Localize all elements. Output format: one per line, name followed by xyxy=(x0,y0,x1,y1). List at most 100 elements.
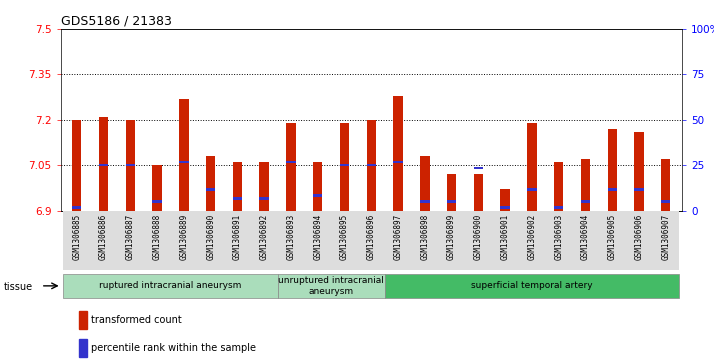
Text: GSM1306896: GSM1306896 xyxy=(367,213,376,260)
Bar xyxy=(259,162,269,211)
Bar xyxy=(465,211,492,270)
Bar xyxy=(206,188,216,191)
Text: GSM1306892: GSM1306892 xyxy=(260,213,268,260)
Text: superficial temporal artery: superficial temporal artery xyxy=(471,281,593,290)
Bar xyxy=(99,164,109,166)
Text: GSM1306893: GSM1306893 xyxy=(286,213,296,260)
Bar xyxy=(72,206,81,209)
Text: GSM1306885: GSM1306885 xyxy=(72,213,81,260)
Bar xyxy=(171,211,197,270)
Bar xyxy=(117,211,144,270)
Bar xyxy=(661,200,670,203)
Bar xyxy=(278,211,304,270)
Bar xyxy=(572,211,599,270)
Bar xyxy=(608,129,617,211)
Bar xyxy=(331,211,358,270)
Bar xyxy=(501,189,510,211)
FancyBboxPatch shape xyxy=(278,274,385,298)
Bar xyxy=(501,206,510,209)
Bar xyxy=(206,156,216,211)
Bar xyxy=(233,197,242,200)
Text: transformed count: transformed count xyxy=(91,315,181,325)
Bar xyxy=(580,159,590,211)
Bar xyxy=(99,117,109,211)
Text: ruptured intracranial aneurysm: ruptured intracranial aneurysm xyxy=(99,281,241,290)
Bar xyxy=(286,123,296,211)
Bar xyxy=(286,161,296,163)
Bar xyxy=(634,132,644,211)
Bar xyxy=(366,120,376,211)
Bar xyxy=(385,211,411,270)
Bar xyxy=(393,161,403,163)
Text: GSM1306899: GSM1306899 xyxy=(447,213,456,260)
Bar xyxy=(527,188,537,191)
Bar xyxy=(580,200,590,203)
Text: GSM1306894: GSM1306894 xyxy=(313,213,322,260)
Text: GSM1306898: GSM1306898 xyxy=(421,213,429,260)
Text: percentile rank within the sample: percentile rank within the sample xyxy=(91,343,256,353)
Text: GSM1306905: GSM1306905 xyxy=(608,213,617,260)
Text: GSM1306886: GSM1306886 xyxy=(99,213,108,260)
Text: GSM1306906: GSM1306906 xyxy=(635,213,643,260)
Text: GSM1306901: GSM1306901 xyxy=(501,213,510,260)
Text: GDS5186 / 21383: GDS5186 / 21383 xyxy=(61,15,171,28)
Text: GSM1306887: GSM1306887 xyxy=(126,213,135,260)
Bar xyxy=(608,188,617,191)
Bar xyxy=(224,211,251,270)
Bar xyxy=(661,159,670,211)
Bar xyxy=(438,211,465,270)
Bar xyxy=(420,200,430,203)
Text: GSM1306902: GSM1306902 xyxy=(528,213,536,260)
Bar xyxy=(473,174,483,211)
Bar xyxy=(304,211,331,270)
Text: GSM1306895: GSM1306895 xyxy=(340,213,349,260)
Bar xyxy=(64,211,90,270)
Bar xyxy=(233,162,242,211)
Text: GSM1306903: GSM1306903 xyxy=(554,213,563,260)
Bar xyxy=(473,167,483,170)
Text: GSM1306889: GSM1306889 xyxy=(179,213,188,260)
Text: tissue: tissue xyxy=(4,282,33,292)
Bar xyxy=(554,162,563,211)
Bar xyxy=(152,165,162,211)
Bar xyxy=(366,164,376,166)
Bar xyxy=(179,99,188,211)
Bar xyxy=(634,188,644,191)
Bar xyxy=(126,120,135,211)
Bar xyxy=(518,211,545,270)
Bar xyxy=(152,200,162,203)
Bar xyxy=(79,311,87,329)
Bar xyxy=(625,211,653,270)
Text: GSM1306890: GSM1306890 xyxy=(206,213,215,260)
FancyBboxPatch shape xyxy=(385,274,679,298)
Bar xyxy=(393,95,403,211)
Bar xyxy=(126,164,135,166)
Text: unruptured intracranial
aneurysm: unruptured intracranial aneurysm xyxy=(278,276,384,295)
Text: GSM1306904: GSM1306904 xyxy=(581,213,590,260)
Bar xyxy=(72,120,81,211)
Bar xyxy=(179,161,188,163)
Bar xyxy=(358,211,385,270)
Bar xyxy=(313,162,323,211)
Bar xyxy=(492,211,518,270)
Bar xyxy=(420,156,430,211)
Bar xyxy=(313,194,323,197)
Bar xyxy=(653,211,679,270)
Bar xyxy=(599,211,625,270)
Bar xyxy=(554,206,563,209)
Bar xyxy=(197,211,224,270)
Bar xyxy=(411,211,438,270)
Bar xyxy=(447,174,456,211)
Bar xyxy=(251,211,278,270)
Bar xyxy=(79,339,87,357)
Bar xyxy=(447,200,456,203)
Text: GSM1306907: GSM1306907 xyxy=(661,213,670,260)
Text: GSM1306897: GSM1306897 xyxy=(393,213,403,260)
Bar xyxy=(340,123,349,211)
Bar xyxy=(527,123,537,211)
Bar xyxy=(144,211,171,270)
Bar xyxy=(90,211,117,270)
Bar xyxy=(340,164,349,166)
Text: GSM1306891: GSM1306891 xyxy=(233,213,242,260)
Text: GSM1306900: GSM1306900 xyxy=(474,213,483,260)
